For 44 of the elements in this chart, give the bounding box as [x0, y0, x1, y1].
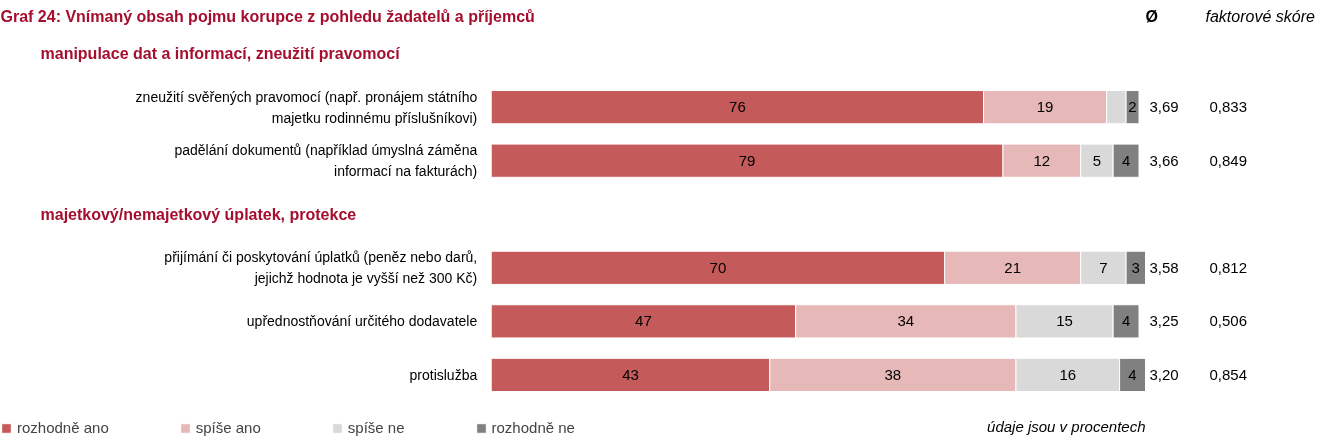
text: údaje jsou v procentech — [987, 417, 1146, 435]
data-label: 38 — [884, 365, 902, 383]
data-label: 2 — [1128, 98, 1137, 116]
data-label: 47 — [635, 312, 652, 330]
data-label: 21 — [1004, 258, 1022, 276]
text: faktorové skóre — [1205, 7, 1315, 25]
legend-label: rozhodně ne — [491, 419, 575, 436]
text: 0,854 — [1209, 365, 1248, 383]
data-label: 43 — [622, 365, 639, 383]
category-label: protislužba — [409, 366, 478, 383]
data-label: 34 — [897, 312, 915, 330]
data-label: 15 — [1056, 312, 1073, 330]
data-label: 3 — [1131, 258, 1140, 276]
text: 3,58 — [1149, 258, 1179, 276]
category-label: majetkový/nemajetkový úplatek, protekce — [40, 205, 357, 223]
data-label: 4 — [1128, 365, 1137, 383]
data-label: 7 — [1099, 258, 1108, 276]
legend-label: rozhodně ano — [17, 419, 109, 436]
data-label: 5 — [1092, 151, 1102, 169]
category-label: upřednostňování určitého dodavatele — [246, 313, 478, 330]
data-label: 70 — [709, 258, 727, 276]
text: 0,812 — [1209, 258, 1248, 276]
category-label: přijímání či poskytování úplatků (peněz nebo darů, jejichž hodnota je vyšší než 300 Kč) — [164, 249, 478, 287]
text: 0,506 — [1209, 312, 1248, 330]
text: 3,25 — [1149, 312, 1179, 330]
data-label: 12 — [1033, 151, 1051, 169]
category-label: manipulace dat a informací, zneužití pravomocí — [40, 45, 400, 63]
data-label: 79 — [738, 151, 756, 169]
data-label: 76 — [729, 98, 746, 116]
category-label: padělání dokumentů (například úmyslná záměna informací na fakturách) — [174, 142, 478, 180]
text: 3,69 — [1149, 98, 1179, 116]
text: Ø — [1145, 7, 1158, 25]
legend-label: spíše ne — [347, 419, 405, 436]
data-label: 4 — [1121, 312, 1131, 330]
data-label: 4 — [1121, 151, 1131, 169]
text: Graf 24: Vnímaný obsah pojmu korupce z pohledu žadatelů a příjemců — [0, 7, 535, 25]
data-label: 16 — [1059, 365, 1077, 383]
text: 0,833 — [1209, 98, 1248, 116]
text: 3,20 — [1149, 365, 1179, 383]
legend-label: spíše ano — [195, 419, 261, 436]
text: 0,849 — [1209, 151, 1248, 169]
text: 3,66 — [1149, 151, 1179, 169]
category-label: zneužití svěřených pravomocí (např. pronájem státního majetku rodinnému příslušníkovi) — [135, 88, 478, 126]
data-label: 19 — [1036, 98, 1054, 116]
